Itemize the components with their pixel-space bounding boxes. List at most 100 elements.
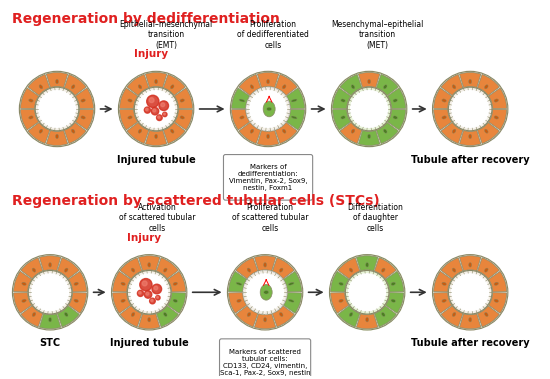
Wedge shape xyxy=(488,110,507,130)
Wedge shape xyxy=(376,74,398,96)
Wedge shape xyxy=(331,293,349,313)
Text: Markers of scattered
tubular cells:
CD133, CD24, vimentin,
Sca-1, Pax-2, Sox9, n: Markers of scattered tubular cells: CD13… xyxy=(220,349,310,376)
Text: Proliferation
of scattered tubular
cells: Proliferation of scattered tubular cells xyxy=(232,203,309,233)
Wedge shape xyxy=(333,110,351,130)
Wedge shape xyxy=(232,88,250,109)
Wedge shape xyxy=(119,88,138,109)
Wedge shape xyxy=(433,88,452,109)
Wedge shape xyxy=(28,74,50,96)
Ellipse shape xyxy=(469,318,472,322)
Ellipse shape xyxy=(74,282,78,285)
Wedge shape xyxy=(75,88,94,109)
Circle shape xyxy=(147,95,159,108)
Ellipse shape xyxy=(131,312,135,316)
Ellipse shape xyxy=(292,116,297,119)
Circle shape xyxy=(139,291,141,294)
Wedge shape xyxy=(21,258,43,279)
Text: STC: STC xyxy=(40,338,60,348)
Circle shape xyxy=(152,284,162,294)
Text: Markers of
dedifferentiation:
Vimentin, Pax-2, Sox9,
nestin, Foxm1: Markers of dedifferentiation: Vimentin, … xyxy=(229,164,307,191)
Ellipse shape xyxy=(494,116,498,119)
Wedge shape xyxy=(459,256,481,271)
Wedge shape xyxy=(338,258,360,279)
Wedge shape xyxy=(386,293,404,313)
Ellipse shape xyxy=(288,299,294,302)
Ellipse shape xyxy=(469,134,472,139)
Wedge shape xyxy=(356,314,378,329)
Ellipse shape xyxy=(469,79,472,84)
Circle shape xyxy=(157,296,158,298)
Ellipse shape xyxy=(442,282,446,285)
Ellipse shape xyxy=(442,99,446,102)
Ellipse shape xyxy=(339,282,343,285)
Ellipse shape xyxy=(393,116,398,119)
Ellipse shape xyxy=(351,129,355,133)
Text: Differentiation
of daughter
cells: Differentiation of daughter cells xyxy=(347,203,403,233)
Text: Injured tubule: Injured tubule xyxy=(110,338,189,348)
Wedge shape xyxy=(174,88,192,109)
Wedge shape xyxy=(113,293,131,313)
Wedge shape xyxy=(433,293,452,313)
Wedge shape xyxy=(57,306,79,327)
Circle shape xyxy=(432,255,508,330)
Ellipse shape xyxy=(180,116,184,119)
Ellipse shape xyxy=(494,282,498,285)
Wedge shape xyxy=(257,130,279,146)
Ellipse shape xyxy=(494,299,498,302)
Wedge shape xyxy=(168,271,186,292)
Ellipse shape xyxy=(452,129,456,133)
Wedge shape xyxy=(359,130,380,146)
Wedge shape xyxy=(477,306,499,327)
Ellipse shape xyxy=(367,134,371,139)
Ellipse shape xyxy=(250,129,254,133)
Ellipse shape xyxy=(494,99,498,102)
Ellipse shape xyxy=(263,263,267,267)
Wedge shape xyxy=(287,88,305,109)
Circle shape xyxy=(332,71,407,147)
Wedge shape xyxy=(20,88,38,109)
Wedge shape xyxy=(376,122,398,144)
Wedge shape xyxy=(14,293,32,313)
Circle shape xyxy=(13,255,88,330)
Wedge shape xyxy=(488,293,507,313)
Wedge shape xyxy=(229,293,247,313)
Circle shape xyxy=(230,71,306,147)
Wedge shape xyxy=(69,271,86,292)
Circle shape xyxy=(161,103,164,106)
Ellipse shape xyxy=(173,299,178,302)
Ellipse shape xyxy=(48,263,52,267)
FancyBboxPatch shape xyxy=(223,155,312,200)
Ellipse shape xyxy=(121,282,125,285)
Ellipse shape xyxy=(292,99,297,102)
Circle shape xyxy=(146,108,148,111)
Circle shape xyxy=(146,292,149,295)
Wedge shape xyxy=(375,258,397,279)
Ellipse shape xyxy=(282,85,286,89)
Ellipse shape xyxy=(282,129,286,133)
Circle shape xyxy=(154,286,158,290)
Circle shape xyxy=(118,71,194,147)
Ellipse shape xyxy=(485,268,488,272)
Wedge shape xyxy=(459,314,481,329)
Ellipse shape xyxy=(485,312,488,316)
Circle shape xyxy=(151,299,153,302)
Ellipse shape xyxy=(39,85,43,89)
Wedge shape xyxy=(64,74,86,96)
Text: Epithelial–mesenchymal
transition
(EMT): Epithelial–mesenchymal transition (EMT) xyxy=(119,20,213,50)
Wedge shape xyxy=(388,88,406,109)
Ellipse shape xyxy=(383,85,387,89)
Circle shape xyxy=(157,115,162,121)
Wedge shape xyxy=(433,271,452,292)
Circle shape xyxy=(452,91,489,127)
Wedge shape xyxy=(236,306,258,327)
Wedge shape xyxy=(338,306,360,327)
Wedge shape xyxy=(488,88,507,109)
Ellipse shape xyxy=(74,299,78,302)
Wedge shape xyxy=(441,258,463,279)
Wedge shape xyxy=(40,256,60,271)
Circle shape xyxy=(350,91,388,127)
Wedge shape xyxy=(119,110,138,130)
Ellipse shape xyxy=(163,312,167,316)
Circle shape xyxy=(159,101,168,111)
Wedge shape xyxy=(272,258,294,279)
